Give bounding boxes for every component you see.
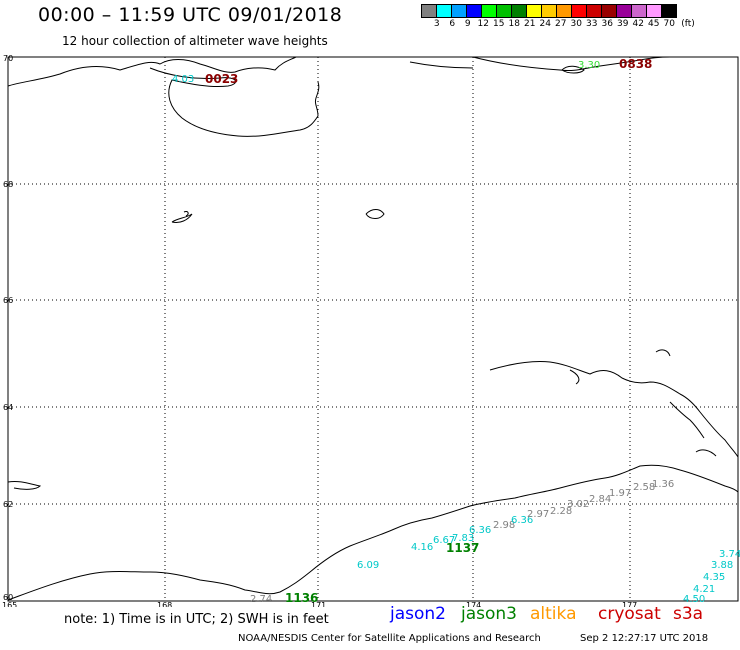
scale-label: 27 [555,19,567,29]
lon-label-168: 168 [157,601,172,607]
lat-label-60: 60 [3,593,13,602]
scale-label: 9 [464,19,471,29]
scale-swatch [481,4,497,18]
satellite-s3a-label: s3a [673,604,704,624]
scale-swatch [586,4,602,18]
lon-label-165: 165 [2,601,17,607]
lon-label-171: 171 [311,601,326,607]
coastlines [7,56,739,601]
coastline-alaska-north [409,56,671,74]
wave-height-label: 2.98 [493,520,515,531]
wave-height-label: 2.28 [550,506,572,517]
scale-swatch [646,4,662,18]
altimeter-map: 70 68 66 64 62 60 165 168 171 174 177 4.… [2,54,740,607]
scale-swatch [526,4,542,18]
satellite-altika-label: altika [530,604,577,624]
scale-label: 15 [493,19,505,29]
scale-label: 3 [433,19,440,29]
scale-swatch [496,4,512,18]
scale-swatch [511,4,527,18]
pass-time-label: 1136 [285,591,318,605]
generation-timestamp: Sep 2 12:27:17 UTC 2018 [580,633,709,644]
scale-swatch [436,4,452,18]
wave-height-label: 4.16 [411,542,433,553]
scale-label: 36 [601,19,613,29]
wave-height-label: 2.74 [250,594,272,605]
color-scale-labels: 3 6 9 12 15 18 21 24 27 30 33 36 39 42 45 70 (ft) [421,19,699,29]
scale-swatch [466,4,482,18]
scale-label: 18 [508,19,520,29]
lat-label-62: 62 [3,500,13,509]
scale-swatch [661,4,677,18]
wave-height-color-scale: 3 6 9 12 15 18 21 24 27 30 33 36 39 42 45 70 (ft) [421,4,699,29]
scale-swatch [616,4,632,18]
scale-unit: (ft) [681,19,695,29]
wave-height-label: 3.74 [719,549,740,560]
wave-height-label: 6.36 [469,525,491,536]
credit-line: NOAA/NESDIS Center for Satellite Applica… [238,633,541,644]
lat-label-64: 64 [3,403,13,412]
wave-height-label: 3.30 [578,60,600,71]
scale-swatch [421,4,437,18]
wave-height-label: 3.88 [711,560,733,571]
scale-swatch [451,4,467,18]
satellite-cryosat-label: cryosat [598,604,661,624]
wave-height-label: 4.03 [172,74,194,85]
coastline-chukotka-north [7,56,320,137]
wave-height-label: 6.67 [433,535,455,546]
scale-swatch [631,4,647,18]
wave-height-label: 7.83 [452,533,474,544]
scale-label: 45 [648,19,660,29]
lon-label-174: 174 [466,601,481,607]
satellite-jason2-label: jason2 [390,604,446,624]
scale-label: 12 [477,19,489,29]
scale-swatch [541,4,557,18]
coastline-alaska-west [489,349,739,458]
island-small-west-2 [183,211,189,217]
lat-label-66: 66 [3,296,13,305]
wave-height-label: 6.36 [511,515,533,526]
wave-height-label: 2.97 [527,509,549,520]
pass-time-label: 0023 [205,72,238,86]
lon-label-177: 177 [622,601,637,607]
wave-height-label: 6.09 [357,560,379,571]
wave-height-label: 3.02 [567,499,589,510]
scale-label: 39 [617,19,629,29]
scale-label: 70 [663,19,675,29]
pass-time-label: 1137 [446,541,479,555]
island-small-west [171,213,193,223]
color-scale-swatches [421,4,699,18]
wave-height-annotations: 4.03 0023 3.30 0838 1137 1136 2.74 6.09 4.166.67… [172,57,740,605]
scale-label: 33 [586,19,598,29]
scale-swatch [601,4,617,18]
coastline-alaska-south [7,464,739,601]
island-small-center [365,209,385,219]
lat-label-68: 68 [3,180,13,189]
pass-time-label: 0838 [619,57,652,71]
wave-height-label: 1.97 [609,488,631,499]
graticule [8,56,738,601]
wave-height-label: 4.35 [703,572,725,583]
map-frame [7,56,739,602]
scale-label: 30 [570,19,582,29]
wave-height-label: 2.84 [589,494,611,505]
map-title: 00:00 – 11:59 UTC 09/01/2018 [38,4,343,26]
scale-label: 24 [539,19,551,29]
map-subtitle: 12 hour collection of altimeter wave hei… [62,34,328,48]
wave-height-label: 4.21 [693,584,715,595]
wave-height-label: 4.50 [683,594,705,605]
coastline-st-lawrence-island [7,481,42,490]
wave-height-label: 1.36 [652,479,674,490]
scale-label: 6 [449,19,456,29]
scale-swatch [571,4,587,18]
wave-height-label: 2.58 [633,482,655,493]
footer-note: note: 1) Time is in UTC; 2) SWH is in fe… [64,612,329,627]
scale-label: 21 [524,19,536,29]
scale-swatch [556,4,572,18]
satellite-jason3-label: jason3 [461,604,517,624]
lat-label-70: 70 [3,54,13,63]
scale-label: 42 [632,19,644,29]
